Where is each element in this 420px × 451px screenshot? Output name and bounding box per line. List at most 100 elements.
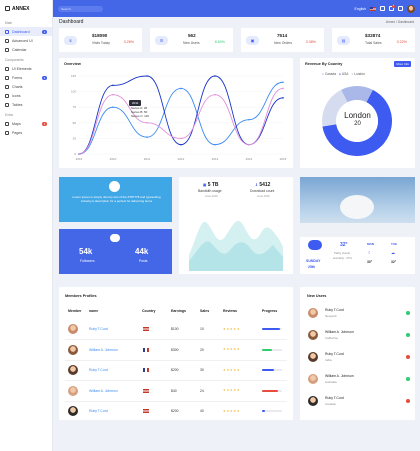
- table-row[interactable]: Ruby T.Curd $200 30 ★★★★★: [59, 362, 293, 378]
- list-item[interactable]: Ruby T.Curd Canada: [300, 393, 415, 411]
- bandwidth-value: ▣ 5 TB: [203, 182, 219, 188]
- tooltip-line: Series B: 50: [131, 110, 148, 114]
- layers-icon: [5, 38, 9, 43]
- section-components-label: Components: [5, 58, 24, 62]
- user-avatar: [308, 308, 318, 318]
- more-info-button[interactable]: More Info: [394, 61, 411, 67]
- settings-icon[interactable]: [398, 6, 403, 11]
- list-item[interactable]: Ruby T.Curd India: [300, 349, 415, 367]
- legend-item: ● Canada: [322, 72, 336, 76]
- posts-label: Posts: [139, 259, 148, 263]
- member-rating: ★★★★★: [223, 367, 241, 372]
- form-icon: [5, 75, 9, 80]
- us-flag-icon: [370, 6, 376, 11]
- bandwidth-date: June 2019: [205, 195, 218, 198]
- sidebar-item-dashboard[interactable]: Dashboard 2: [0, 27, 52, 36]
- overview-chart[interactable]: 0 25 50 75 100 125 2016 2010 2011 2012 2013 2014 201…: [59, 58, 293, 168]
- sidebar-item-charts[interactable]: Charts: [0, 82, 52, 91]
- x-tick-label: 2014: [246, 157, 253, 161]
- logo[interactable]: ANNEX: [0, 0, 52, 17]
- bandwidth-icon: ▣: [203, 183, 207, 187]
- member-progress: [262, 410, 282, 412]
- sidebar-item-pages[interactable]: Pages: [0, 128, 52, 137]
- status-dot: [406, 377, 410, 381]
- sidebar-item-tables[interactable]: Tables: [0, 100, 52, 109]
- user-name[interactable]: Ruby T.Curd: [325, 396, 344, 400]
- bell-icon[interactable]: 3: [389, 5, 395, 11]
- followers-label: Followers: [80, 259, 95, 263]
- y-tick-label: 75: [73, 105, 77, 109]
- member-earnings: $200: [171, 368, 179, 372]
- stat-label: Visits Today: [92, 41, 110, 45]
- list-item[interactable]: William A. Johnson Australia: [300, 371, 415, 389]
- data-point: [180, 137, 182, 140]
- table-row[interactable]: Ruby T.Curd $200 40 ★★★★★: [59, 403, 293, 419]
- member-rating: ★★★★★: [223, 408, 241, 413]
- user-location: India: [325, 358, 332, 362]
- member-sales: 30: [200, 368, 204, 372]
- posts-count: 44k: [135, 247, 149, 256]
- arctic-fox-image: [340, 195, 374, 219]
- grid-icon: [5, 66, 9, 71]
- new-users-title: New Users: [307, 294, 327, 298]
- stat-value: 7514: [277, 33, 288, 38]
- user-name[interactable]: William A. Johnson: [325, 374, 354, 378]
- table-icon: [5, 102, 9, 107]
- search-input[interactable]: Search...: [58, 5, 103, 12]
- sidebar-item-calendar[interactable]: Calendar: [0, 45, 52, 54]
- forecast-day: TUE: [391, 242, 397, 246]
- stat-card: ▣ 7514 New Orders 3.38%: [241, 28, 324, 52]
- user-name[interactable]: William A. Johnson: [325, 330, 354, 334]
- series-line: [78, 81, 284, 155]
- data-point: [146, 136, 148, 138]
- stat-label: New Users: [183, 41, 200, 45]
- member-name[interactable]: William A. Johnson: [89, 388, 118, 393]
- tooltip-line: Series C: 115: [131, 114, 149, 118]
- member-name[interactable]: Ruby T.Curd: [89, 327, 108, 331]
- member-name[interactable]: William A. Johnson: [89, 347, 118, 352]
- download-value: ⇩ 5412: [255, 182, 271, 188]
- language-select[interactable]: English: [354, 6, 366, 11]
- avatar[interactable]: [407, 4, 415, 13]
- member-name[interactable]: Ruby T.Curd: [89, 409, 108, 413]
- moon-icon: ☾: [368, 250, 372, 255]
- forecast-temp: 30°: [367, 260, 373, 264]
- donut-slice: [341, 86, 373, 103]
- status-dot: [406, 333, 410, 337]
- data-point: [112, 106, 114, 108]
- sidebar-item-advanced-ui[interactable]: Advanced UI: [0, 36, 52, 45]
- sidebar-item-maps[interactable]: Maps 2: [0, 119, 52, 128]
- members-title: Members Profiles: [65, 294, 97, 298]
- user-name[interactable]: Ruby T.Curd: [325, 308, 344, 312]
- data-point: [78, 153, 80, 155]
- forecast-temp: 32°: [391, 260, 397, 264]
- row-divider: [65, 359, 287, 360]
- legend-item: ● London: [351, 72, 365, 76]
- table-row[interactable]: Ruby T.Curd $100 10 ★★★★★: [59, 321, 293, 337]
- members-card: Members Profiles Member name Country Ear…: [59, 287, 293, 420]
- list-item[interactable]: Ruby T.Curd Newyork: [300, 305, 415, 323]
- table-row[interactable]: William A. Johnson $300 20 ★★★★★: [59, 342, 293, 358]
- sidebar-item-forms[interactable]: Forms 6: [0, 73, 52, 82]
- sidebar-item-ui-elements[interactable]: UI Elements: [0, 64, 52, 73]
- data-point: [214, 143, 216, 146]
- weather-humidity: Humidity : 47%: [333, 256, 352, 260]
- table-row[interactable]: William A. Johnson $40 24 ★★★★★: [59, 383, 293, 399]
- member-progress: [262, 328, 282, 330]
- sidebar-item-icons[interactable]: Icons: [0, 91, 52, 100]
- cloud-icon: [308, 240, 322, 250]
- topbar: Search... English 3: [53, 0, 420, 17]
- revenue-donut-chart[interactable]: [300, 58, 415, 168]
- member-name[interactable]: Ruby T.Curd: [89, 368, 108, 372]
- download-label: Download count: [250, 189, 275, 193]
- y-tick-label: 0: [74, 152, 76, 156]
- x-tick-label: 2013: [212, 157, 219, 161]
- list-item[interactable]: William A. Johnson California: [300, 327, 415, 345]
- followers-card: 54k Followers 44k Posts: [59, 229, 172, 274]
- x-tick-label: 2012: [178, 157, 185, 161]
- fullscreen-icon[interactable]: [380, 6, 385, 11]
- country-flag-icon: [143, 388, 149, 393]
- stat-change: 0.22%: [396, 40, 407, 44]
- sidebar: ANNEX Main Dashboard 2 Advanced UI Calend…: [0, 0, 53, 451]
- user-name[interactable]: Ruby T.Curd: [325, 352, 344, 356]
